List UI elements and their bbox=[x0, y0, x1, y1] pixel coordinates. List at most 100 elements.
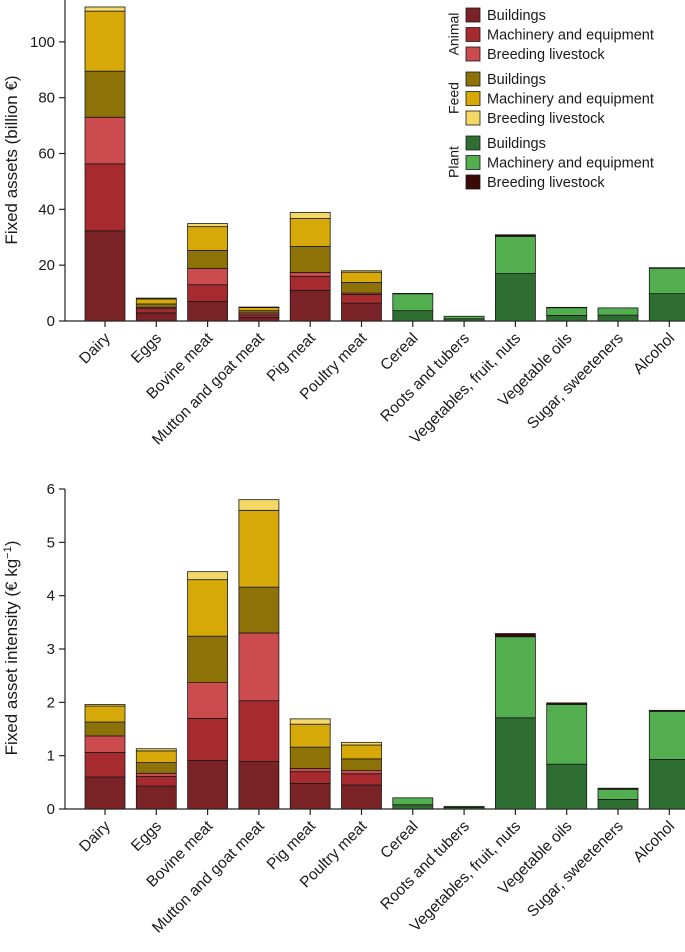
bar-eggs-animal-buildings bbox=[135, 785, 177, 810]
bar-dairy-feed-machinery-and-equipment bbox=[84, 10, 126, 72]
category-label-eggs: Eggs bbox=[128, 330, 165, 367]
bar-vegetable-oils-plant-buildings bbox=[546, 763, 588, 810]
bar-eggs-feed-machinery-and-equipment bbox=[135, 298, 177, 305]
bar-vegetable-oils-plant-buildings bbox=[546, 315, 588, 322]
bar-pig-meat-animal-buildings bbox=[289, 783, 331, 810]
bar-pig-meat-feed-breeding-livestock bbox=[289, 718, 331, 725]
bar-eggs-animal-breeding-livestock bbox=[135, 772, 177, 777]
y-tick-label: 20 bbox=[38, 257, 55, 274]
bar-vegetable-oils-plant-machinery-and-equipment bbox=[546, 704, 588, 765]
legend-label-plant-breeding-livestock: Breeding livestock bbox=[487, 175, 605, 191]
bar-mutton-and-goat-meat-animal-machinery-and-equipment bbox=[238, 700, 280, 762]
category-label-roots-and-tubers: Roots and tubers bbox=[377, 818, 473, 914]
bar-bovine-meat-animal-buildings bbox=[187, 760, 229, 810]
y-tick-label: 4 bbox=[47, 588, 55, 605]
bar-poultry-meat-animal-buildings bbox=[341, 784, 382, 810]
category-label-dairy: Dairy bbox=[76, 330, 114, 368]
bar-eggs-animal-buildings bbox=[135, 312, 177, 322]
legend-swatch-plant-machinery-and-equipment bbox=[465, 155, 481, 170]
category-label-cereal: Cereal bbox=[377, 818, 421, 862]
bar-roots-and-tubers-plant-machinery-and-equipment bbox=[443, 805, 485, 808]
y-tick-label: 60 bbox=[38, 146, 55, 163]
legend-swatch-feed-buildings bbox=[465, 71, 481, 87]
y-axis-title-end: ) bbox=[2, 541, 21, 547]
y-tick-label: 3 bbox=[47, 641, 55, 658]
bar-dairy-feed-machinery-and-equipment bbox=[84, 705, 126, 723]
legend-label-animal-breeding-livestock: Breeding livestock bbox=[487, 47, 605, 63]
legend-swatch-plant-buildings bbox=[465, 135, 481, 151]
bar-vegetables-fruit-nuts-plant-buildings bbox=[494, 273, 536, 322]
bar-sugar-sweeteners-plant-machinery-and-equipment bbox=[597, 307, 639, 316]
bar-mutton-and-goat-meat-feed-machinery-and-equipment bbox=[238, 307, 280, 312]
bar-dairy-animal-breeding-livestock bbox=[84, 116, 126, 165]
bar-vegetables-fruit-nuts-plant-buildings bbox=[494, 717, 536, 810]
bar-poultry-meat-animal-machinery-and-equipment bbox=[341, 294, 382, 304]
fixed-assets-panel: 0 20 40 60 80 100 Fixed assets (billion €) Dair… bbox=[2, 0, 685, 448]
y-axis-title: Fixed asset intensity (€ kg−1) bbox=[2, 541, 21, 756]
y-tick-label: 6 bbox=[47, 481, 55, 498]
bar-poultry-meat-feed-breeding-livestock bbox=[341, 741, 382, 746]
legend-label-plant-machinery-and-equipment: Machinery and equipment bbox=[487, 156, 654, 172]
legend-swatch-animal-machinery-and-equipment bbox=[465, 27, 481, 42]
bar-dairy-animal-machinery-and-equipment bbox=[84, 752, 126, 778]
y-tick-label: 0 bbox=[47, 801, 55, 818]
legend-label-feed-machinery-and-equipment: Machinery and equipment bbox=[487, 92, 654, 108]
bar-bovine-meat-feed-breeding-livestock bbox=[187, 571, 229, 581]
bar-vegetables-fruit-nuts-plant-breeding-livestock bbox=[494, 234, 536, 237]
bar-vegetables-fruit-nuts-plant-machinery-and-equipment bbox=[494, 236, 536, 274]
bar-mutton-and-goat-meat-feed-breeding-livestock bbox=[238, 499, 280, 511]
bar-pig-meat-feed-breeding-livestock bbox=[289, 212, 331, 219]
bar-bovine-meat-animal-buildings bbox=[187, 301, 229, 322]
bar-alcohol-plant-machinery-and-equipment bbox=[648, 267, 685, 295]
bar-eggs-feed-buildings bbox=[135, 762, 177, 774]
y-tick-label: 5 bbox=[47, 534, 55, 551]
legend-group-feed: Feed bbox=[446, 82, 462, 114]
bar-sugar-sweeteners-plant-buildings bbox=[597, 314, 639, 322]
bar-dairy-feed-buildings bbox=[84, 721, 126, 737]
bar-poultry-meat-feed-machinery-and-equipment bbox=[341, 744, 382, 760]
bar-alcohol-plant-buildings bbox=[648, 759, 685, 810]
bar-poultry-meat-feed-machinery-and-equipment bbox=[341, 271, 382, 283]
bar-dairy-animal-breeding-livestock bbox=[84, 735, 126, 753]
bar-eggs-feed-breeding-livestock bbox=[135, 297, 177, 300]
bar-mutton-and-goat-meat-animal-breeding-livestock bbox=[238, 632, 280, 702]
bar-dairy-animal-buildings bbox=[84, 230, 126, 322]
bar-dairy-feed-buildings bbox=[84, 70, 126, 118]
bar-eggs-feed-breeding-livestock bbox=[135, 748, 177, 752]
y-tick-label: 100 bbox=[30, 34, 55, 51]
bar-bovine-meat-feed-machinery-and-equipment bbox=[187, 579, 229, 637]
bar-bovine-meat-animal-breeding-livestock bbox=[187, 268, 229, 286]
bar-alcohol-plant-buildings bbox=[648, 293, 685, 322]
bar-dairy-feed-breeding-livestock bbox=[84, 704, 126, 707]
bar-poultry-meat-animal-breeding-livestock bbox=[341, 770, 382, 775]
bar-dairy-animal-machinery-and-equipment bbox=[84, 163, 126, 232]
bar-pig-meat-animal-machinery-and-equipment bbox=[289, 275, 331, 291]
bar-roots-and-tubers-plant-machinery-and-equipment bbox=[443, 315, 485, 320]
legend-group-plant: Plant bbox=[446, 146, 462, 178]
legend-swatch-feed-breeding-livestock bbox=[465, 110, 481, 126]
bar-poultry-meat-feed-buildings bbox=[341, 282, 382, 294]
y-tick-label: 1 bbox=[47, 748, 55, 765]
bar-alcohol-plant-machinery-and-equipment bbox=[648, 711, 685, 760]
bar-cereal-plant-machinery-and-equipment bbox=[392, 797, 434, 806]
bar-pig-meat-animal-buildings bbox=[289, 289, 331, 322]
y-tick-label: 80 bbox=[38, 90, 55, 107]
bar-sugar-sweeteners-plant-buildings bbox=[597, 799, 639, 810]
bar-poultry-meat-animal-machinery-and-equipment bbox=[341, 773, 382, 786]
y-axis-title-main: Fixed assets (billion €) bbox=[2, 75, 21, 244]
category-label-alcohol: Alcohol bbox=[630, 330, 678, 378]
bar-eggs-animal-machinery-and-equipment bbox=[135, 776, 177, 787]
bar-pig-meat-feed-machinery-and-equipment bbox=[289, 723, 331, 748]
bar-bovine-meat-feed-breeding-livestock bbox=[187, 223, 229, 228]
bar-vegetable-oils-plant-breeding-livestock bbox=[546, 702, 588, 705]
legend-swatch-plant-breeding-livestock bbox=[465, 174, 481, 190]
bar-bovine-meat-animal-machinery-and-equipment bbox=[187, 284, 229, 302]
y-tick-label: 0 bbox=[47, 313, 55, 330]
legend-label-feed-buildings: Buildings bbox=[487, 72, 546, 88]
bar-eggs-animal-machinery-and-equipment bbox=[135, 308, 177, 314]
y-axis-title: Fixed assets (billion €) bbox=[2, 75, 21, 244]
bar-bovine-meat-feed-buildings bbox=[187, 249, 229, 269]
y-axis-title-superscript: −1 bbox=[2, 546, 14, 559]
legend-swatch-animal-buildings bbox=[465, 7, 481, 23]
bar-vegetable-oils-plant-breeding-livestock bbox=[546, 306, 588, 309]
